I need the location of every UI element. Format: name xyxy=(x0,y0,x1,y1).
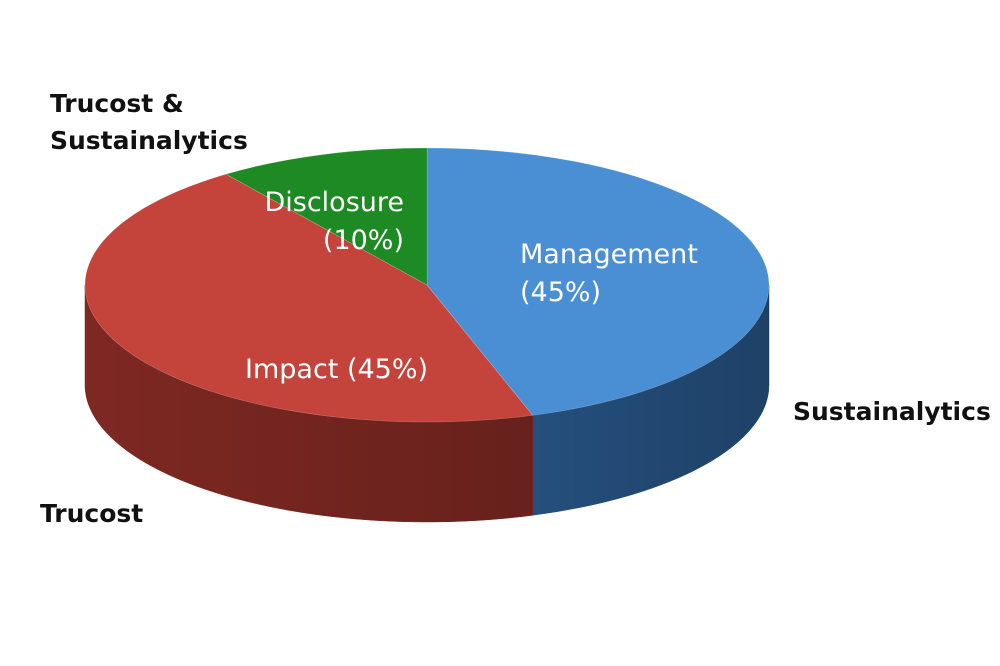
slice-label-line: Management xyxy=(520,239,698,270)
slice-impact xyxy=(84,173,534,423)
provider-label-line: Trucost xyxy=(40,499,143,528)
slice-disclosure xyxy=(225,147,428,286)
slice-label-line: Disclosure xyxy=(264,187,404,218)
slice-label-disclosure: Disclosure (10%) xyxy=(264,187,404,256)
provider-label-line: Sustainalytics xyxy=(50,126,248,155)
slice-label-management: Management (45%) xyxy=(520,239,698,308)
slice-label-line: Impact (45%) xyxy=(245,354,428,385)
slice-management xyxy=(426,147,770,416)
provider-label-line: Trucost & xyxy=(50,89,184,118)
provider-label-management: Sustainalytics xyxy=(793,397,991,426)
pie-sides xyxy=(84,284,770,523)
slice-label-line: (10%) xyxy=(323,225,404,256)
slice-side-shade-impact xyxy=(85,285,533,522)
pie-labels: Management (45%) Sustainalytics Impact (45%… xyxy=(40,89,991,528)
slice-label-line: (45%) xyxy=(520,277,601,308)
slice-label-impact: Impact (45%) xyxy=(245,354,428,385)
provider-label-impact: Trucost xyxy=(40,499,143,528)
provider-label-line: Sustainalytics xyxy=(793,397,991,426)
provider-label-disclosure: Trucost & Sustainalytics xyxy=(50,89,248,155)
pie-tops xyxy=(84,147,770,423)
slice-side-shade-management xyxy=(532,285,769,516)
